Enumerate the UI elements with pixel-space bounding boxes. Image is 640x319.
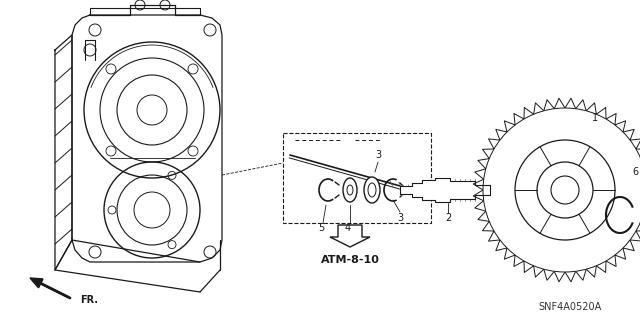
Text: SNF4A0520A: SNF4A0520A <box>538 302 602 312</box>
Polygon shape <box>473 98 640 282</box>
Polygon shape <box>400 178 490 202</box>
Text: FR.: FR. <box>80 295 98 305</box>
Text: 6: 6 <box>632 167 638 177</box>
Polygon shape <box>30 278 43 288</box>
Text: 2: 2 <box>445 213 451 223</box>
Text: 4: 4 <box>345 223 351 233</box>
Ellipse shape <box>364 177 380 203</box>
Polygon shape <box>330 225 370 247</box>
Text: 5: 5 <box>318 223 324 233</box>
Text: 3: 3 <box>397 213 403 223</box>
Text: ATM-8-10: ATM-8-10 <box>321 255 380 265</box>
Polygon shape <box>72 15 222 262</box>
Polygon shape <box>55 35 72 270</box>
Text: 1: 1 <box>592 113 598 123</box>
Bar <box>283 133 431 223</box>
Ellipse shape <box>343 178 357 202</box>
Text: 3: 3 <box>375 150 381 160</box>
Circle shape <box>483 108 640 272</box>
